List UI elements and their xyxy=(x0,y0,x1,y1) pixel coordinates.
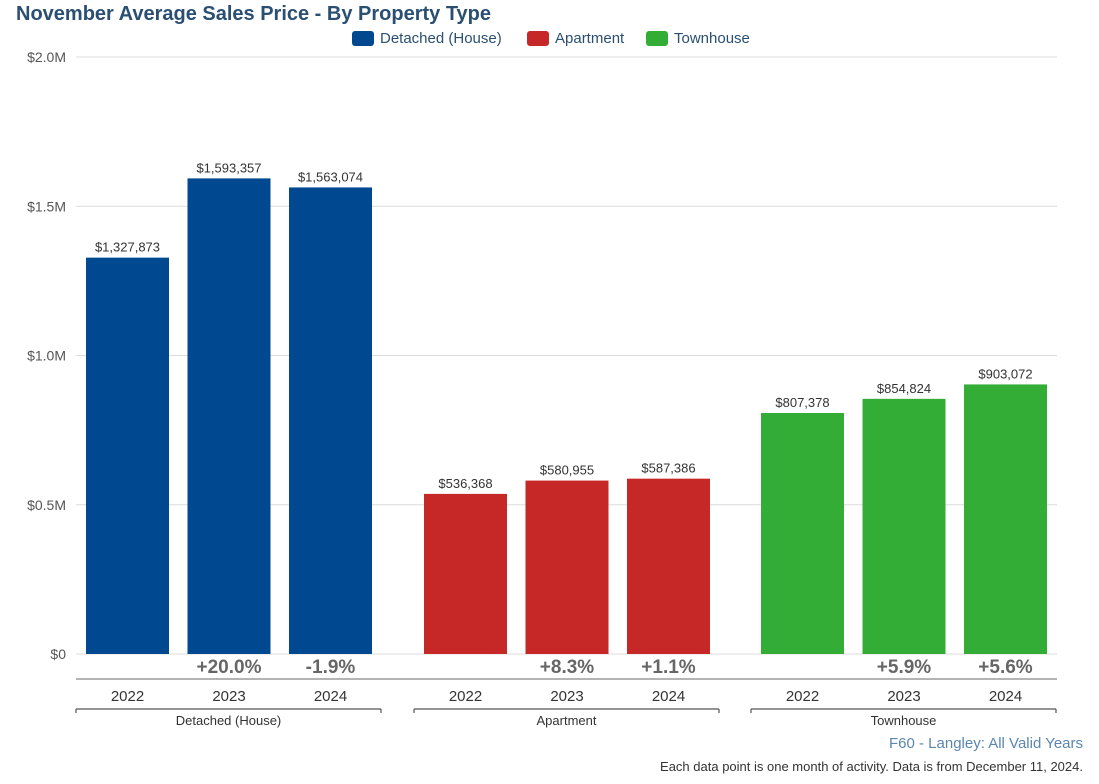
group-label: Detached (House) xyxy=(176,713,282,728)
legend-item[interactable]: Townhouse xyxy=(646,30,750,47)
chart-title: November Average Sales Price - By Proper… xyxy=(16,3,492,25)
change-label: +8.3% xyxy=(540,657,595,678)
bar-value-label: $1,563,074 xyxy=(298,169,363,184)
bar xyxy=(525,480,609,654)
x-tick-label: 2024 xyxy=(314,688,347,705)
bar xyxy=(289,187,372,654)
source-label: F60 - Langley: All Valid Years xyxy=(888,735,1083,752)
footnote: Each data point is one month of activity… xyxy=(660,759,1083,774)
change-label: -1.9% xyxy=(306,657,356,678)
legend-item[interactable]: Apartment xyxy=(527,30,624,47)
x-tick-label: 2024 xyxy=(989,688,1022,705)
bar xyxy=(627,478,710,654)
group-label: Apartment xyxy=(537,713,597,728)
bar-value-label: $903,072 xyxy=(978,366,1032,381)
x-tick-label: 2022 xyxy=(786,688,819,705)
y-tick-label: $1.5M xyxy=(27,198,66,214)
x-tick-label: 2022 xyxy=(111,688,144,705)
legend-swatch xyxy=(352,31,374,46)
y-tick-label: $0.5M xyxy=(27,497,66,513)
bar-value-label: $536,368 xyxy=(438,476,492,491)
change-label: +20.0% xyxy=(197,657,262,678)
bar xyxy=(424,493,507,654)
y-tick-label: $1.0M xyxy=(27,348,66,364)
x-tick-label: 2023 xyxy=(887,688,920,705)
bar-value-label: $587,386 xyxy=(641,461,695,476)
change-label: +5.6% xyxy=(978,657,1033,678)
bar xyxy=(964,384,1047,654)
change-label: +1.1% xyxy=(641,657,696,678)
x-tick-label: 2023 xyxy=(550,688,583,705)
legend-label: Townhouse xyxy=(674,30,750,47)
group-label: Townhouse xyxy=(871,713,937,728)
bar xyxy=(187,178,271,654)
bar-value-label: $580,955 xyxy=(540,463,594,478)
y-tick-label: $0 xyxy=(50,646,66,662)
bar xyxy=(86,257,169,654)
legend-item[interactable]: Detached (House) xyxy=(352,30,502,47)
bar-value-label: $1,327,873 xyxy=(95,240,160,255)
legend-swatch xyxy=(527,31,549,46)
x-tick-label: 2024 xyxy=(652,688,685,705)
bar-value-label: $1,593,357 xyxy=(196,160,261,175)
x-tick-label: 2023 xyxy=(212,688,245,705)
legend-label: Apartment xyxy=(555,30,625,47)
bar-value-label: $854,824 xyxy=(877,381,931,396)
bar-value-label: $807,378 xyxy=(775,395,829,410)
change-label: +5.9% xyxy=(877,657,932,678)
x-tick-label: 2022 xyxy=(449,688,482,705)
bar xyxy=(862,398,946,654)
y-tick-label: $2.0M xyxy=(27,49,66,65)
bar xyxy=(761,412,844,654)
legend: Detached (House) Apartment Townhouse xyxy=(0,30,1099,50)
legend-label: Detached (House) xyxy=(380,30,502,47)
legend-swatch xyxy=(646,31,668,46)
